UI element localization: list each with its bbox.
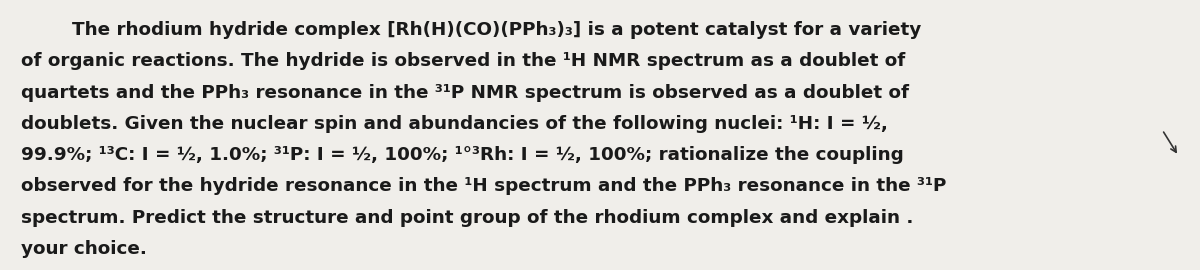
Text: observed for the hydride resonance in the ¹H spectrum and the PPh₃ resonance in : observed for the hydride resonance in th… xyxy=(22,177,947,195)
Text: The rhodium hydride complex [Rh(H)(CO)(PPh₃)₃] is a potent catalyst for a variet: The rhodium hydride complex [Rh(H)(CO)(P… xyxy=(22,21,922,39)
Text: 99.9%; ¹³C: I = ½, 1.0%; ³¹P: I = ½, 100%; ¹°³Rh: I = ½, 100%; rationalize the c: 99.9%; ¹³C: I = ½, 1.0%; ³¹P: I = ½, 100… xyxy=(22,146,904,164)
Text: doublets. Given the nuclear spin and abundancies of the following nuclei: ¹H: I : doublets. Given the nuclear spin and abu… xyxy=(22,115,888,133)
Text: your choice.: your choice. xyxy=(22,240,148,258)
Text: quartets and the PPh₃ resonance in the ³¹P NMR spectrum is observed as a doublet: quartets and the PPh₃ resonance in the ³… xyxy=(22,84,910,102)
Text: spectrum. Predict the structure and point group of the rhodium complex and expla: spectrum. Predict the structure and poin… xyxy=(22,208,913,227)
Text: of organic reactions. The hydride is observed in the ¹H NMR spectrum as a double: of organic reactions. The hydride is obs… xyxy=(22,52,906,70)
